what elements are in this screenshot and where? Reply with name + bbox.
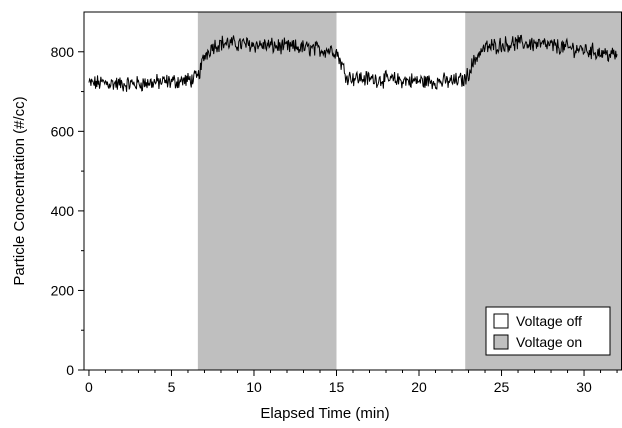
y-tick-label: 800 bbox=[51, 44, 75, 60]
x-tick-label: 0 bbox=[85, 379, 93, 395]
y-tick-label: 0 bbox=[66, 362, 74, 378]
x-tick-label: 30 bbox=[576, 379, 592, 395]
legend-label-voltage-on: Voltage on bbox=[516, 334, 582, 350]
x-tick-label: 25 bbox=[494, 379, 510, 395]
x-tick-label: 20 bbox=[411, 379, 427, 395]
y-axis: 0 200 400 600 800 bbox=[51, 44, 84, 378]
x-tick-label: 15 bbox=[329, 379, 345, 395]
series-line-1 bbox=[88, 34, 618, 92]
y-tick-label: 400 bbox=[51, 203, 75, 219]
y-tick-label: 200 bbox=[51, 282, 75, 298]
voltage-on-region-1 bbox=[197, 12, 337, 370]
shaded-regions bbox=[197, 12, 622, 370]
y-tick-label: 600 bbox=[51, 123, 75, 139]
series-group bbox=[88, 34, 618, 92]
x-axis-label: Elapsed Time (min) bbox=[260, 405, 389, 422]
legend-swatch-voltage-on bbox=[493, 334, 509, 350]
y-axis-label: Particle Concentration (#/cc) bbox=[11, 96, 28, 285]
x-tick-label: 10 bbox=[246, 379, 262, 395]
legend-label-voltage-off: Voltage off bbox=[516, 313, 582, 329]
legend-swatch-voltage-off bbox=[493, 313, 509, 329]
x-tick-label: 5 bbox=[168, 379, 176, 395]
x-axis: 0 5 10 15 20 25 30 bbox=[85, 370, 618, 395]
legend: Voltage off Voltage on bbox=[485, 306, 611, 356]
